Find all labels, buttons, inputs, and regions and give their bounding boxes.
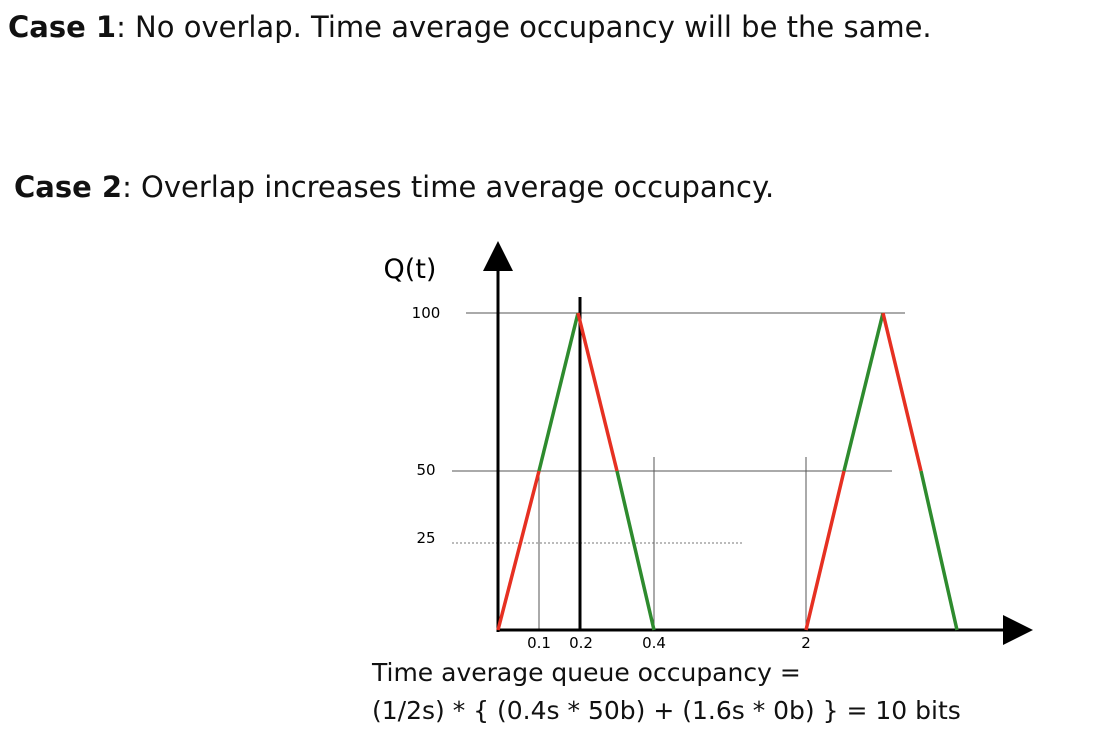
queue-segment-6 — [842, 312, 885, 472]
x-tick-label-0-2: 0.2 — [569, 634, 593, 652]
case2-heading: Case 2: Overlap increases time average o… — [14, 170, 774, 204]
queue-segment-5 — [804, 470, 846, 631]
case1-text: : No overlap. Time average occupancy wil… — [116, 10, 932, 44]
queue-segment-8 — [919, 470, 959, 631]
formula-line-2: (1/2s) * { (0.4s * 50b) + (1.6s * 0b) } … — [372, 696, 961, 725]
queue-segment-3 — [576, 312, 619, 472]
y-tick-label-25: 25 — [416, 529, 435, 547]
y-axis-label: Q(t) — [384, 254, 437, 285]
y-tick-label-50: 50 — [416, 461, 435, 479]
x-tick-label-2: 2 — [801, 634, 811, 652]
queue-occupancy-graph: Q(t) 100 50 25 0.1 0.2 0.4 2 — [384, 241, 1033, 652]
x-tick-label-0-1: 0.1 — [527, 634, 551, 652]
queue-segment-1 — [496, 470, 541, 631]
queue-segment-4 — [615, 470, 656, 631]
case1-label: Case 1 — [8, 10, 117, 44]
queue-segment-7 — [881, 312, 923, 472]
case1-heading: Case 1: No overlap. Time average occupan… — [8, 10, 932, 44]
queue-segment-2 — [537, 312, 580, 472]
formula-line-1: Time average queue occupancy = — [372, 658, 801, 687]
y-tick-label-100: 100 — [412, 304, 441, 322]
case2-label: Case 2 — [14, 170, 123, 204]
case2-text: : Overlap increases time average occupan… — [122, 170, 775, 204]
x-tick-label-0-4: 0.4 — [642, 634, 666, 652]
